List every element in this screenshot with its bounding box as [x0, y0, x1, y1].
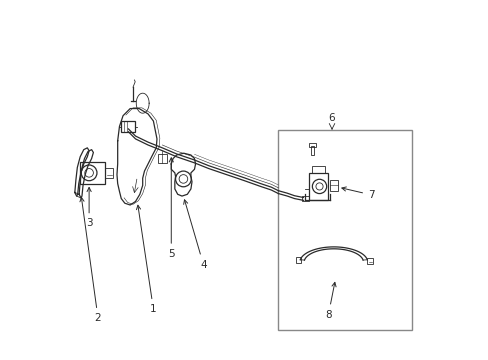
- Text: 4: 4: [183, 200, 206, 270]
- Bar: [308, 173, 328, 200]
- Text: 5: 5: [167, 158, 174, 259]
- Bar: [158, 154, 166, 163]
- Bar: [311, 146, 313, 155]
- Bar: [329, 180, 337, 191]
- Text: 1: 1: [136, 205, 156, 314]
- Bar: [295, 257, 301, 263]
- Bar: [312, 166, 324, 173]
- Bar: [366, 258, 373, 264]
- Bar: [121, 121, 135, 132]
- Text: 2: 2: [80, 197, 101, 323]
- Text: 8: 8: [325, 282, 335, 320]
- Bar: [308, 143, 316, 147]
- Bar: [302, 197, 308, 202]
- Text: 6: 6: [328, 113, 335, 123]
- Bar: [80, 162, 105, 184]
- Bar: [278, 130, 411, 330]
- Text: 3: 3: [85, 188, 92, 229]
- Text: 7: 7: [341, 187, 374, 200]
- Bar: [105, 168, 113, 178]
